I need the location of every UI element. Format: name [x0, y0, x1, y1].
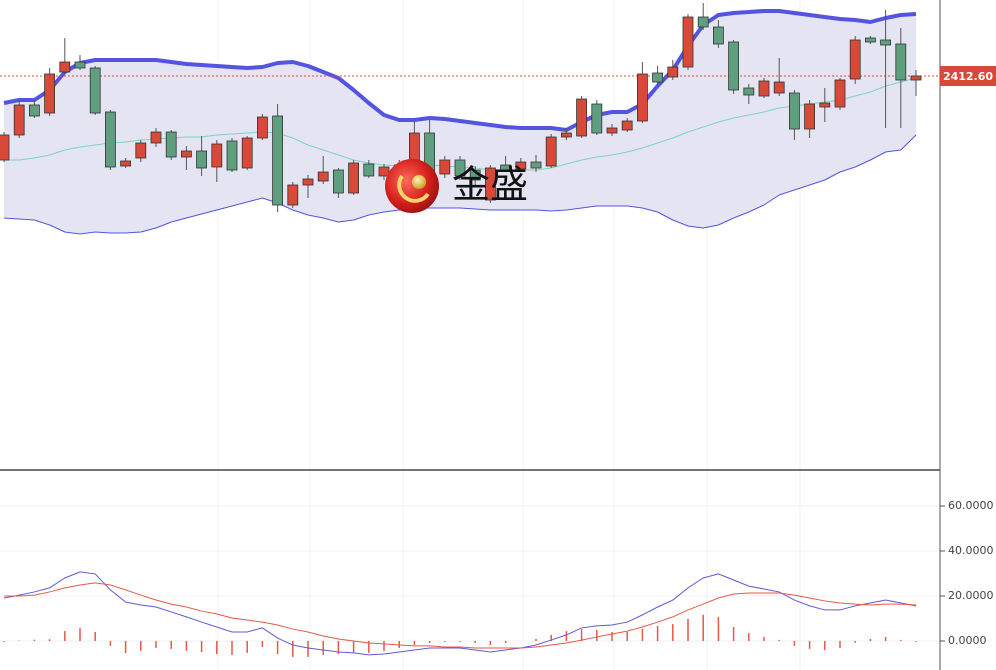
candle-body — [348, 162, 360, 194]
candle-body — [819, 102, 831, 108]
watermark: 金盛 — [452, 163, 528, 207]
candle-body — [211, 143, 223, 168]
candle-body — [652, 72, 663, 83]
candle-body — [408, 132, 420, 161]
candle-body — [89, 67, 101, 114]
candle-body — [135, 142, 147, 159]
candle-body — [789, 92, 800, 130]
candle-body — [59, 61, 71, 73]
logo-swoosh — [397, 174, 430, 203]
candle-body — [606, 127, 618, 134]
logo-ball — [385, 159, 439, 213]
price-marker-label: 2412.60 — [943, 70, 993, 83]
candle-body — [804, 103, 815, 130]
candle-body — [105, 111, 116, 168]
band-line — [3, 134, 917, 235]
candle-body — [317, 171, 329, 182]
candle-body — [378, 166, 390, 177]
candle-body — [287, 184, 299, 206]
candle-body — [363, 163, 375, 177]
candle-body — [576, 98, 587, 137]
candle-body — [180, 150, 192, 158]
y-tick-label: 60.0000 — [948, 499, 994, 512]
candle-body — [256, 116, 268, 139]
candle-body — [272, 115, 284, 206]
candle-body — [302, 178, 314, 186]
macd-line — [4, 582, 917, 649]
band-line — [3, 9, 917, 132]
candle-body — [515, 161, 527, 170]
candle-body — [667, 66, 679, 78]
candle-body — [500, 164, 512, 171]
macd-line — [3, 571, 917, 656]
candle-body — [697, 16, 709, 28]
price-marker-box — [940, 66, 996, 86]
candle-body — [484, 167, 496, 201]
candle-body — [849, 39, 861, 80]
candle-body — [165, 131, 177, 158]
candle-body — [74, 61, 86, 69]
axis: 2412.60 60.0000 40.0000 20.0000 0.0000 — [940, 66, 996, 647]
candle-body — [120, 160, 131, 167]
candle-body — [773, 81, 785, 94]
candle-body — [758, 80, 770, 97]
candle-body — [454, 159, 466, 177]
candle-body — [241, 137, 253, 169]
candle-body — [880, 39, 891, 46]
candle-body — [713, 26, 724, 45]
candle-body — [682, 16, 694, 68]
candle-body — [545, 136, 557, 167]
candle-body — [469, 169, 481, 181]
y-tick-label: 0.0000 — [948, 634, 987, 647]
candle-body — [530, 161, 542, 169]
candle-body — [28, 104, 40, 117]
candle-body — [150, 131, 162, 144]
candle-body — [637, 73, 648, 122]
candle-body — [910, 75, 922, 81]
candle-body — [743, 87, 755, 96]
price-panel — [0, 3, 940, 235]
candle-body — [44, 73, 55, 114]
candle-body — [226, 140, 238, 171]
candle-body — [196, 150, 208, 169]
candle-body — [895, 43, 907, 81]
candle-body — [561, 132, 572, 138]
candle-body — [834, 79, 846, 108]
candle-body — [439, 159, 451, 175]
candle-body — [0, 134, 10, 161]
logo-coin — [412, 175, 426, 189]
candle-body — [13, 104, 25, 136]
macd-panel — [0, 505, 940, 657]
y-tick-label: 20.0000 — [948, 589, 994, 602]
candle-body — [865, 37, 876, 43]
candle-body — [332, 169, 344, 194]
candle-body — [621, 120, 633, 131]
candle-body — [591, 103, 603, 134]
logo: 金盛 — [385, 159, 528, 213]
candle-body — [728, 41, 739, 91]
y-tick-label: 40.0000 — [948, 544, 994, 557]
